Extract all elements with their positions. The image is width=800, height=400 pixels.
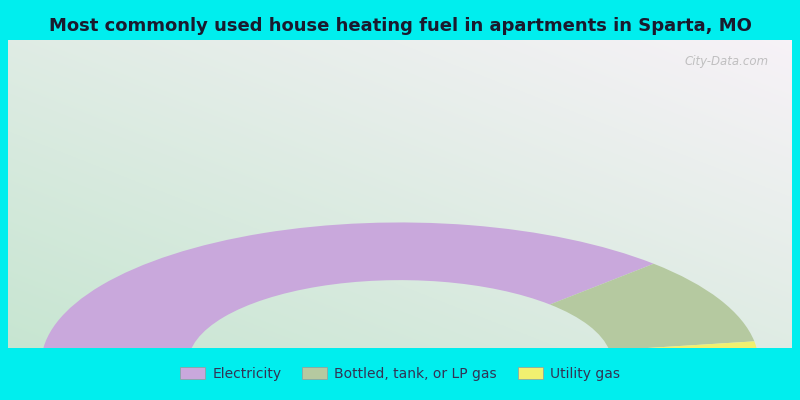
Legend: Electricity, Bottled, tank, or LP gas, Utility gas: Electricity, Bottled, tank, or LP gas, U… bbox=[175, 362, 625, 386]
Text: Most commonly used house heating fuel in apartments in Sparta, MO: Most commonly used house heating fuel in… bbox=[49, 17, 751, 35]
Wedge shape bbox=[550, 264, 754, 350]
Wedge shape bbox=[42, 222, 654, 363]
Wedge shape bbox=[610, 341, 758, 363]
Text: City-Data.com: City-Data.com bbox=[684, 56, 769, 68]
